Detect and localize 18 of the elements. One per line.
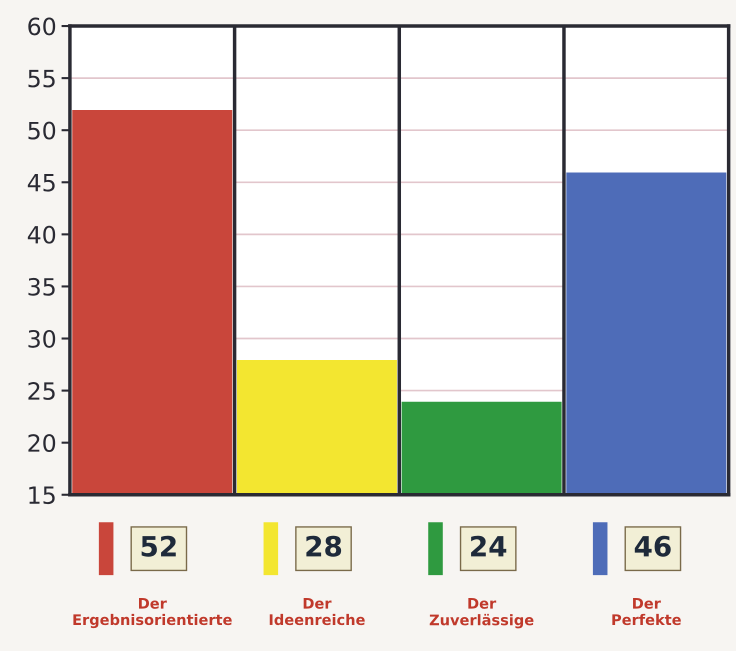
y-tick-label: 20 [28, 434, 56, 452]
data-label: 24 [471, 536, 506, 556]
x-tick-label: Der Perfekte [612, 598, 681, 626]
x-tick-label: Der Zuverlässige [430, 598, 534, 628]
data-label: 28 [306, 536, 342, 557]
y-tick-label: 45 [28, 174, 55, 192]
y-tick-label: 40 [28, 226, 56, 244]
data-label: 46 [634, 536, 671, 557]
x-tick-label: Der Ergebnisorientierte [73, 598, 232, 628]
x-tick-label: Der Ideenreiche [270, 598, 365, 626]
y-tick-label: 25 [28, 382, 55, 400]
y-tick-label: 15 [29, 486, 55, 504]
y-tick-label: 55 [28, 70, 55, 88]
y-tick-label: 60 [28, 17, 56, 36]
y-tick-label: 35 [28, 278, 55, 296]
y-tick-label: 30 [28, 330, 56, 348]
y-tick-label: 50 [28, 122, 56, 140]
data-label: 52 [142, 536, 176, 557]
